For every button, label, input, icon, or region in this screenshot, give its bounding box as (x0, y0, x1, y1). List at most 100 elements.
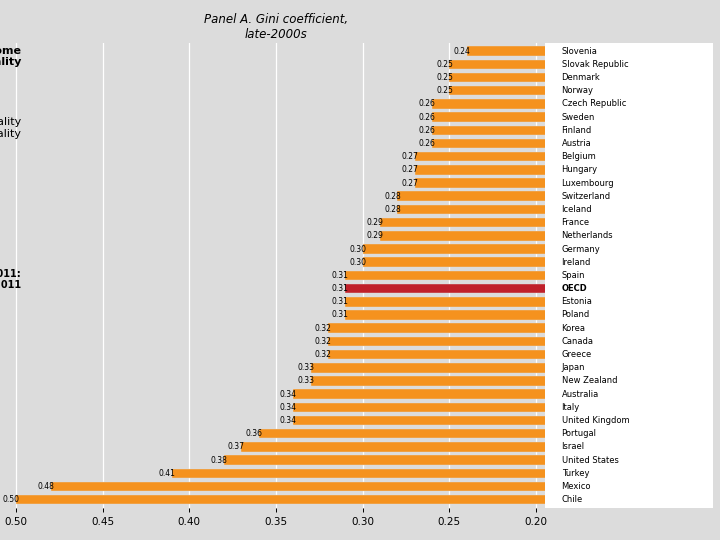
Text: 0.26: 0.26 (418, 112, 436, 122)
Text: SOCIETY AT A GLANCE 2011:
OECD SOCIAL INDICATORS. OECD 2011: SOCIETY AT A GLANCE 2011: OECD SOCIAL IN… (0, 269, 21, 291)
Bar (346, 297, 720, 307)
Text: Finland: Finland (562, 126, 592, 135)
Text: Luxembourg: Luxembourg (562, 179, 614, 187)
Text: Ireland: Ireland (562, 258, 591, 267)
Text: 0.31: 0.31 (332, 271, 348, 280)
Bar (415, 152, 720, 161)
Bar (449, 73, 720, 82)
Text: 0.31: 0.31 (332, 284, 348, 293)
Text: Switzerland: Switzerland (562, 192, 611, 201)
Text: France: France (562, 218, 590, 227)
Text: Greece: Greece (562, 350, 592, 359)
Text: 0.34: 0.34 (280, 403, 297, 412)
Text: Germany: Germany (562, 245, 600, 253)
Bar (363, 258, 720, 267)
Text: 0.33: 0.33 (297, 376, 314, 386)
Text: Portugal: Portugal (562, 429, 597, 438)
Bar (346, 284, 720, 293)
Text: Italy: Italy (562, 403, 580, 412)
Bar (397, 205, 720, 214)
Bar (328, 350, 720, 359)
Text: 0.26: 0.26 (418, 126, 436, 135)
Text: 0.33: 0.33 (297, 363, 314, 372)
Text: 0.34: 0.34 (280, 416, 297, 425)
Text: Czech Republic: Czech Republic (562, 99, 626, 109)
Text: Canada: Canada (562, 337, 593, 346)
Text: 0.26: 0.26 (418, 99, 436, 109)
Bar (415, 165, 720, 174)
Text: 0.28: 0.28 (384, 192, 401, 201)
Bar (346, 271, 720, 280)
Text: Gini Coefficient – measure of income
inequality: Gini Coefficient – measure of income ine… (0, 46, 21, 68)
Text: Turkey: Turkey (562, 469, 589, 478)
Text: 0.50: 0.50 (2, 495, 19, 504)
Bar (467, 46, 720, 56)
Bar (241, 442, 720, 451)
Bar (432, 99, 720, 109)
Text: 0.27: 0.27 (401, 165, 418, 174)
Text: Estonia: Estonia (562, 298, 593, 306)
Bar (346, 310, 720, 320)
Text: 0.32: 0.32 (315, 350, 331, 359)
Text: 0.25: 0.25 (436, 73, 453, 82)
Text: 0.31: 0.31 (332, 298, 348, 306)
Text: 0.41: 0.41 (158, 469, 176, 478)
Bar (311, 376, 720, 386)
Bar (363, 244, 720, 254)
Text: Austria: Austria (562, 139, 591, 148)
Bar (449, 86, 720, 96)
Bar (172, 469, 720, 478)
Bar (293, 416, 720, 426)
Bar (50, 482, 720, 491)
Text: United States: United States (562, 456, 618, 464)
Text: United Kingdom: United Kingdom (562, 416, 629, 425)
Text: Slovenia: Slovenia (562, 46, 598, 56)
Bar (415, 178, 720, 188)
Text: 0.38: 0.38 (210, 456, 228, 464)
Text: 0.28: 0.28 (384, 205, 401, 214)
Text: 0.26: 0.26 (418, 139, 436, 148)
Text: Spain: Spain (562, 271, 585, 280)
Text: G=0 – perfect equality
G≈1 – max inequality: G=0 – perfect equality G≈1 – max inequal… (0, 117, 21, 139)
Text: Japan: Japan (562, 363, 585, 372)
Text: Iceland: Iceland (562, 205, 593, 214)
Bar (293, 389, 720, 399)
Bar (311, 363, 720, 373)
Text: New Zealand: New Zealand (562, 376, 617, 386)
Text: Israel: Israel (562, 442, 585, 451)
Bar (449, 59, 720, 69)
Bar (380, 218, 720, 227)
Text: Chile: Chile (562, 495, 583, 504)
Text: Korea: Korea (562, 323, 585, 333)
Text: 0.29: 0.29 (366, 218, 384, 227)
Text: 0.34: 0.34 (280, 390, 297, 399)
Text: 0.29: 0.29 (366, 231, 384, 240)
Bar (258, 429, 720, 438)
Bar (293, 403, 720, 412)
Bar (397, 192, 720, 201)
Text: 0.32: 0.32 (315, 323, 331, 333)
Text: Norway: Norway (562, 86, 593, 95)
Text: 0.32: 0.32 (315, 337, 331, 346)
Text: 0.36: 0.36 (245, 429, 262, 438)
Bar (328, 323, 720, 333)
Bar (432, 125, 720, 135)
Text: 0.25: 0.25 (436, 86, 453, 95)
Text: Hungary: Hungary (562, 165, 598, 174)
Bar (432, 112, 720, 122)
Text: 0.30: 0.30 (349, 258, 366, 267)
Bar (16, 495, 720, 504)
Text: 0.48: 0.48 (37, 482, 54, 491)
Text: Slovak Republic: Slovak Republic (562, 60, 629, 69)
Text: OECD: OECD (562, 284, 588, 293)
Text: 0.27: 0.27 (401, 179, 418, 187)
Title: Panel A. Gini coefficient,
late-2000s: Panel A. Gini coefficient, late-2000s (204, 12, 348, 40)
Text: 0.31: 0.31 (332, 310, 348, 320)
Text: Denmark: Denmark (562, 73, 600, 82)
Bar (432, 139, 720, 148)
Text: Poland: Poland (562, 310, 590, 320)
Text: 0.27: 0.27 (401, 152, 418, 161)
Text: Netherlands: Netherlands (562, 231, 613, 240)
Text: 0.25: 0.25 (436, 60, 453, 69)
Text: 0.24: 0.24 (454, 46, 470, 56)
